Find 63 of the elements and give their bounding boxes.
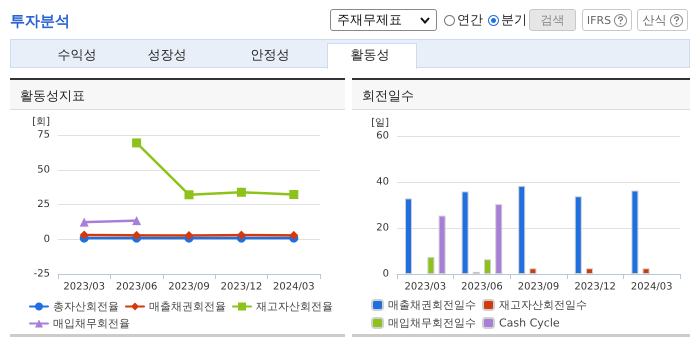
text: 검색 (529, 9, 576, 31)
y-tick-label: 40 (376, 176, 389, 188)
bar (518, 186, 526, 274)
point (289, 190, 298, 199)
legend-label: 매입채무회전율 (53, 317, 130, 330)
y-tick-label: 50 (37, 164, 50, 176)
bar (438, 216, 446, 274)
point (132, 230, 142, 240)
y-tick-label: 75 (37, 130, 50, 140)
bar (495, 204, 502, 274)
bar (529, 268, 536, 274)
bar (642, 268, 650, 274)
point (184, 190, 194, 200)
x-tick-label: 2023/12 (574, 282, 616, 292)
x-tick-label: 2024/03 (630, 282, 672, 292)
point (80, 230, 89, 240)
legend-label: 총자산회전율 (53, 300, 119, 313)
point (132, 138, 142, 148)
bar (405, 198, 412, 274)
y-axis-title: [일] (371, 118, 390, 128)
y-tick-label: 25 (37, 199, 50, 210)
point (184, 230, 194, 240)
chart-title: 활동성지표 (10, 78, 345, 110)
bar (631, 190, 638, 274)
text: IFRS (582, 9, 632, 31)
bar (427, 256, 434, 274)
bar (586, 268, 593, 274)
legend-label: 매입채무회전일수 (388, 316, 476, 330)
x-tick-label: 2023/12 (220, 282, 262, 292)
chart-title: 회전일수 (352, 78, 690, 110)
text: 투자분석 (10, 12, 70, 31)
x-tick-label: 2024/03 (273, 282, 315, 292)
legend-label: 재고자산회전일수 (499, 298, 587, 312)
x-tick-label: 2023/06 (116, 282, 158, 292)
text: 활동성 (350, 47, 390, 64)
y-tick-label: 20 (376, 222, 389, 234)
x-tick-label: 2023/09 (168, 282, 210, 292)
y-tick-label: -25 (34, 268, 50, 280)
legend-label: 매출채권회전일수 (388, 298, 476, 312)
y-tick-label: 60 (376, 130, 389, 142)
text: 성장성 (146, 47, 188, 64)
bar (484, 259, 491, 274)
point (289, 230, 298, 240)
bar (462, 191, 469, 274)
x-tick-label: 2023/03 (404, 282, 446, 292)
y-tick-label: 0 (44, 234, 50, 245)
y-axis-title: [회] (32, 116, 50, 128)
text: 수익성 (56, 47, 98, 64)
text: 안정성 (250, 47, 290, 64)
legend-label: Cash Cycle (499, 316, 560, 330)
text: 연간 (456, 12, 483, 29)
x-tick-label: 2023/03 (63, 282, 105, 292)
bar (574, 196, 582, 274)
x-tick-label: 2023/06 (461, 282, 503, 292)
text: 주재무제표 (337, 12, 402, 29)
text: 산식 (637, 9, 688, 31)
x-tick-label: 2023/09 (518, 282, 560, 292)
legend-label: 재고자산회전율 (256, 300, 333, 313)
point (236, 188, 246, 197)
y-tick-label: 0 (382, 268, 389, 280)
point (236, 230, 246, 240)
text: 분기 (500, 12, 527, 29)
legend-label: 매출채권회전율 (149, 300, 226, 313)
